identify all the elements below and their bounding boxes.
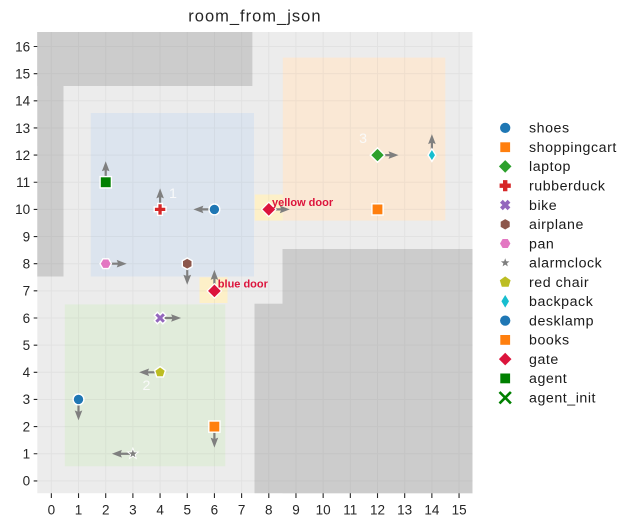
svg-text:14: 14 xyxy=(424,503,440,518)
svg-text:gate: gate xyxy=(529,352,559,368)
svg-text:6: 6 xyxy=(23,311,31,326)
svg-text:8: 8 xyxy=(265,503,273,518)
svg-text:13: 13 xyxy=(15,121,30,136)
svg-text:9: 9 xyxy=(23,229,31,244)
svg-text:blue door: blue door xyxy=(218,278,269,290)
svg-text:room_from_json: room_from_json xyxy=(188,7,321,25)
svg-text:4: 4 xyxy=(23,365,31,380)
svg-text:1: 1 xyxy=(23,447,31,462)
svg-text:15: 15 xyxy=(452,503,467,518)
svg-text:6: 6 xyxy=(211,503,219,518)
svg-text:4: 4 xyxy=(156,503,164,518)
svg-text:3: 3 xyxy=(129,503,137,518)
svg-text:1: 1 xyxy=(75,503,83,518)
svg-text:16: 16 xyxy=(15,39,30,54)
svg-text:3: 3 xyxy=(359,131,367,147)
svg-text:0: 0 xyxy=(48,503,56,518)
svg-text:0: 0 xyxy=(23,474,31,489)
svg-text:bike: bike xyxy=(529,198,557,214)
svg-text:2: 2 xyxy=(102,503,110,518)
svg-text:10: 10 xyxy=(316,503,331,518)
svg-text:pan: pan xyxy=(529,236,554,252)
svg-text:11: 11 xyxy=(343,503,357,518)
svg-text:9: 9 xyxy=(292,503,300,518)
svg-text:7: 7 xyxy=(23,284,31,299)
svg-text:books: books xyxy=(529,333,570,349)
svg-text:8: 8 xyxy=(23,257,31,272)
svg-text:2: 2 xyxy=(23,419,31,434)
svg-text:desklamp: desklamp xyxy=(529,313,594,329)
svg-text:1: 1 xyxy=(169,186,177,202)
svg-text:backpack: backpack xyxy=(529,294,594,310)
svg-text:laptop: laptop xyxy=(529,159,571,175)
svg-text:13: 13 xyxy=(397,503,412,518)
svg-text:5: 5 xyxy=(183,503,191,518)
svg-text:12: 12 xyxy=(15,148,30,163)
svg-text:3: 3 xyxy=(23,392,31,407)
svg-text:15: 15 xyxy=(15,66,30,81)
svg-text:yellow door: yellow door xyxy=(272,197,334,209)
svg-text:red chair: red chair xyxy=(529,275,589,291)
svg-text:5: 5 xyxy=(23,338,31,353)
svg-text:11: 11 xyxy=(16,175,30,190)
svg-text:agent: agent xyxy=(529,371,567,387)
svg-text:shoes: shoes xyxy=(529,121,570,137)
svg-text:agent_init: agent_init xyxy=(529,391,596,407)
svg-text:12: 12 xyxy=(370,503,385,518)
svg-text:airplane: airplane xyxy=(529,217,584,233)
svg-text:shoppingcart: shoppingcart xyxy=(529,140,617,156)
svg-text:2: 2 xyxy=(143,378,151,394)
svg-text:rubberduck: rubberduck xyxy=(529,179,606,195)
svg-text:10: 10 xyxy=(15,202,30,217)
svg-text:14: 14 xyxy=(15,94,31,109)
svg-text:alarmclock: alarmclock xyxy=(529,256,603,272)
svg-text:7: 7 xyxy=(238,503,246,518)
